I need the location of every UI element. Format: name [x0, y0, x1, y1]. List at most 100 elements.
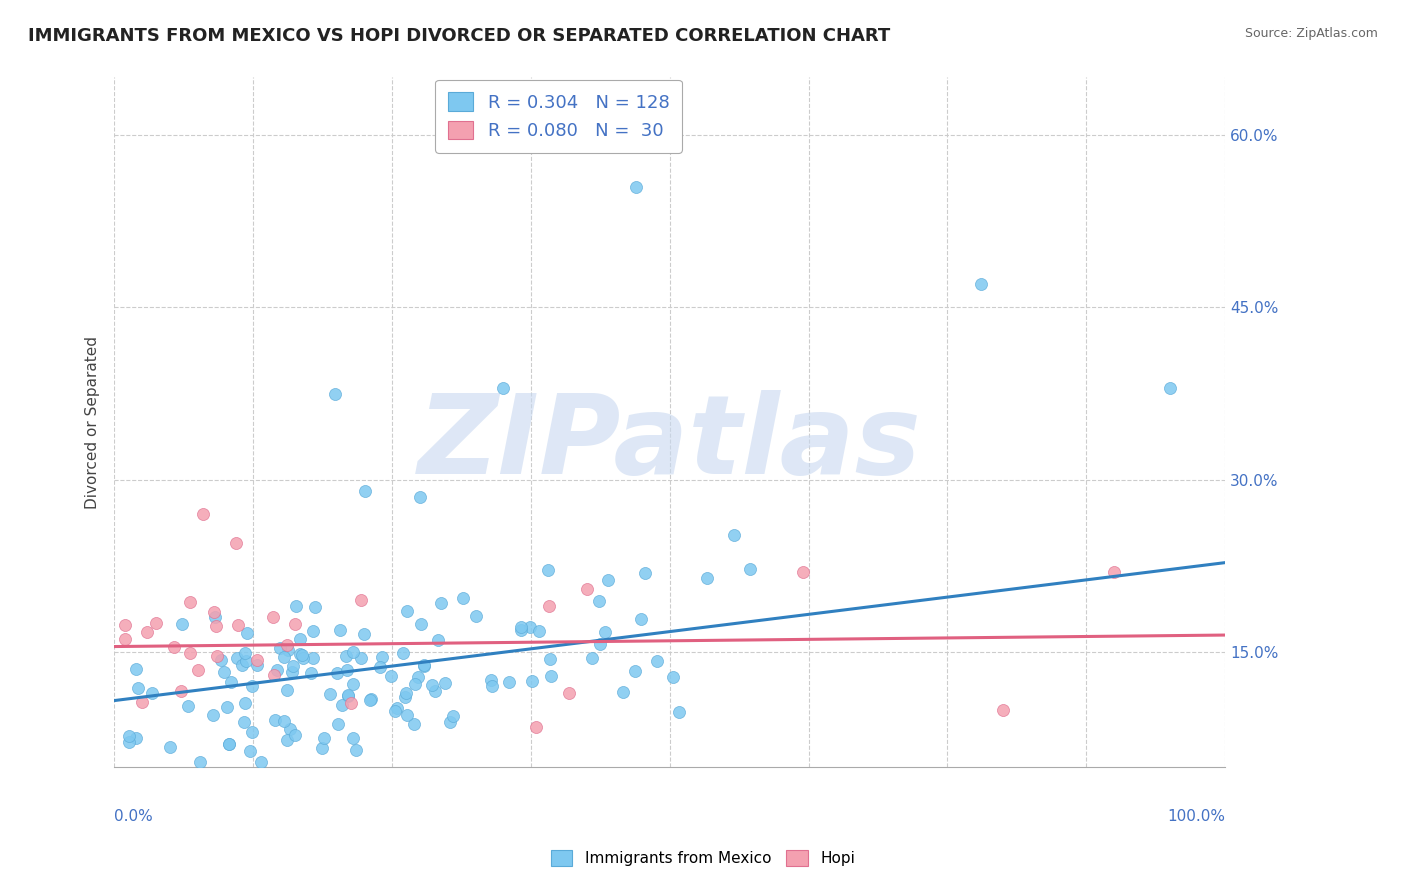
Point — [340, 696, 363, 710]
Point — [598, 574, 620, 588]
Point — [264, 713, 287, 727]
Point — [538, 652, 561, 666]
Point — [612, 685, 634, 699]
Point — [394, 690, 416, 705]
Point — [391, 646, 413, 660]
Point — [498, 674, 520, 689]
Point — [581, 651, 603, 665]
Point — [170, 684, 193, 698]
Point — [301, 651, 323, 665]
Point — [125, 661, 148, 675]
Point — [451, 591, 474, 605]
Point — [371, 649, 394, 664]
Point — [429, 596, 451, 610]
Point — [481, 679, 503, 693]
Point — [225, 650, 247, 665]
Point — [240, 679, 263, 693]
Text: 0.0%: 0.0% — [114, 809, 153, 823]
Point — [330, 698, 353, 713]
Point — [353, 627, 375, 641]
Point — [201, 707, 224, 722]
Point — [288, 632, 311, 646]
Point — [263, 668, 285, 682]
Legend: R = 0.304   N = 128, R = 0.080   N =  30: R = 0.304 N = 128, R = 0.080 N = 30 — [436, 79, 682, 153]
Point — [284, 617, 307, 632]
Point — [970, 277, 993, 292]
Point — [991, 703, 1014, 717]
Point — [420, 678, 443, 692]
Point — [212, 665, 235, 680]
Point — [792, 565, 814, 579]
Point — [337, 690, 360, 704]
Point — [411, 616, 433, 631]
Point — [205, 648, 228, 663]
Point — [323, 386, 346, 401]
Point — [342, 677, 364, 691]
Point — [191, 508, 214, 522]
Point — [215, 699, 238, 714]
Point — [179, 595, 201, 609]
Point — [335, 649, 357, 664]
Point — [696, 570, 718, 584]
Point — [537, 599, 560, 613]
Point — [159, 739, 181, 754]
Point — [273, 714, 295, 728]
Point — [250, 755, 273, 769]
Point — [426, 632, 449, 647]
Point — [188, 755, 211, 769]
Point — [425, 683, 447, 698]
Point — [402, 716, 425, 731]
Point — [163, 640, 186, 654]
Point — [291, 648, 314, 663]
Point — [205, 619, 228, 633]
Point — [285, 599, 308, 613]
Point — [558, 686, 581, 700]
Point — [177, 698, 200, 713]
Point — [204, 605, 226, 619]
Point — [662, 670, 685, 684]
Point — [311, 740, 333, 755]
Point — [219, 675, 242, 690]
Point — [312, 731, 335, 745]
Point — [240, 724, 263, 739]
Point — [302, 624, 325, 638]
Text: ZIPatlas: ZIPatlas — [418, 390, 921, 497]
Point — [135, 625, 157, 640]
Point — [273, 649, 295, 664]
Point — [233, 696, 256, 710]
Point — [537, 563, 560, 577]
Point — [204, 610, 226, 624]
Point — [172, 617, 194, 632]
Point — [465, 609, 488, 624]
Point — [299, 666, 322, 681]
Point — [280, 665, 302, 680]
Point — [593, 624, 616, 639]
Point — [278, 722, 301, 736]
Point — [540, 669, 562, 683]
Point — [589, 637, 612, 651]
Point — [266, 663, 288, 677]
Point — [509, 620, 531, 634]
Point — [350, 593, 373, 607]
Point — [218, 737, 240, 751]
Point — [218, 737, 240, 751]
Point — [413, 659, 436, 673]
Point — [269, 641, 291, 656]
Point — [576, 582, 599, 596]
Point — [283, 659, 305, 673]
Point — [360, 691, 382, 706]
Point — [384, 704, 406, 718]
Point — [404, 677, 426, 691]
Text: 100.0%: 100.0% — [1167, 809, 1225, 823]
Point — [353, 484, 375, 499]
Point — [125, 731, 148, 745]
Point — [492, 381, 515, 395]
Point — [668, 706, 690, 720]
Point — [235, 654, 257, 668]
Point — [291, 651, 314, 665]
Point — [262, 610, 284, 624]
Point — [284, 728, 307, 742]
Point — [226, 618, 249, 632]
Point — [647, 654, 669, 668]
Point — [225, 536, 247, 550]
